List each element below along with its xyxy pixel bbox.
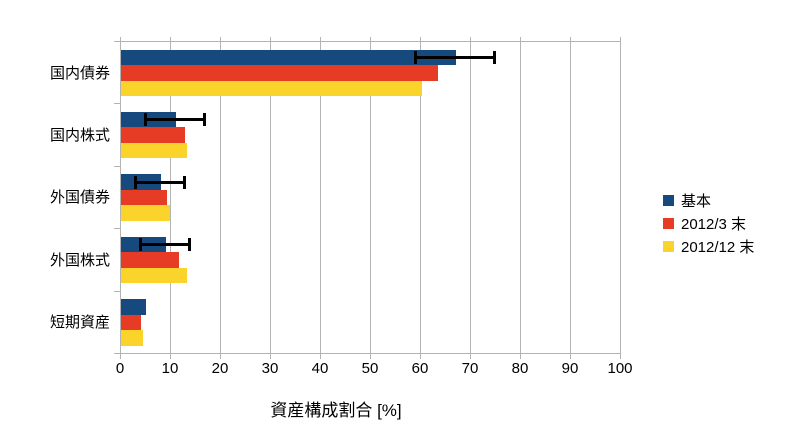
legend-swatch — [663, 218, 674, 229]
legend-label: 基本 — [681, 193, 712, 210]
gridline — [370, 37, 371, 359]
x-tick-label: 0 — [115, 360, 125, 377]
x-tick-label: 90 — [561, 360, 579, 377]
x-tick-label: 100 — [607, 360, 633, 377]
legend-label: 2012/3 末 — [681, 216, 747, 233]
gridline — [420, 37, 421, 359]
x-tick-label: 10 — [161, 360, 179, 377]
y-axis-tick — [114, 290, 120, 292]
x-tick-label: 20 — [211, 360, 229, 377]
gridline — [270, 37, 271, 359]
error-bar-cap-high — [203, 113, 206, 127]
bar-2012/12 末 — [121, 330, 143, 346]
bar-基本 — [121, 49, 456, 65]
error-bar-cap-low — [139, 237, 142, 251]
y-axis-tick — [114, 228, 120, 230]
x-tick-label: 60 — [411, 360, 429, 377]
gridline — [120, 37, 121, 359]
bar-2012/12 末 — [121, 80, 422, 96]
bar-2012/3 末 — [121, 65, 438, 81]
y-axis-tick — [114, 165, 120, 167]
gridline — [570, 37, 571, 359]
legend-swatch — [663, 241, 674, 252]
bar-2012/3 末 — [121, 189, 167, 206]
plot-top-border — [114, 41, 621, 42]
x-tick-label: 70 — [461, 360, 479, 377]
y-axis-tick — [114, 103, 120, 105]
gridline — [320, 37, 321, 359]
legend-swatch — [663, 195, 674, 206]
gridline — [470, 37, 471, 359]
gridline — [520, 37, 521, 359]
error-bar-line — [140, 242, 190, 246]
category-label: 短期資産 — [49, 314, 110, 332]
error-bar-line — [135, 180, 185, 184]
x-tick-label: 50 — [361, 360, 379, 377]
bar-2012/3 末 — [121, 314, 141, 331]
error-bar-line — [415, 55, 495, 59]
error-bar-cap-low — [144, 113, 147, 127]
x-tick-label: 40 — [311, 360, 329, 377]
bar-2012/3 末 — [121, 252, 179, 268]
error-bar-cap-low — [134, 175, 137, 189]
category-label: 国内債券 — [49, 64, 110, 82]
x-tick-label: 30 — [261, 360, 279, 377]
bar-2012/12 末 — [121, 267, 187, 284]
bar-2012/3 末 — [121, 127, 185, 143]
category-label: 国内株式 — [49, 127, 110, 145]
error-bar-cap-high — [493, 50, 496, 64]
gridline — [220, 37, 221, 359]
category-label: 外国債券 — [49, 189, 110, 207]
legend-item: 基本 — [663, 189, 754, 212]
gridline — [170, 37, 171, 359]
bar-2012/12 末 — [121, 142, 187, 159]
x-axis-line — [114, 353, 621, 354]
bar-基本 — [121, 299, 146, 315]
gridline — [620, 37, 621, 359]
legend-item: 2012/3 末 — [663, 212, 754, 235]
legend: 基本 2012/3 末 2012/12 末 — [663, 189, 754, 258]
error-bar-cap-low — [414, 50, 417, 64]
error-bar-line — [145, 118, 205, 122]
legend-item: 2012/12 末 — [663, 235, 754, 258]
legend-label: 2012/12 末 — [681, 239, 755, 256]
error-bar-cap-high — [188, 237, 191, 251]
error-bar-cap-high — [183, 175, 186, 189]
category-label: 外国株式 — [49, 251, 110, 269]
x-tick-label: 80 — [511, 360, 529, 377]
x-axis-title: 資産構成割合 [%] — [270, 401, 402, 420]
bar-2012/12 末 — [121, 205, 170, 221]
